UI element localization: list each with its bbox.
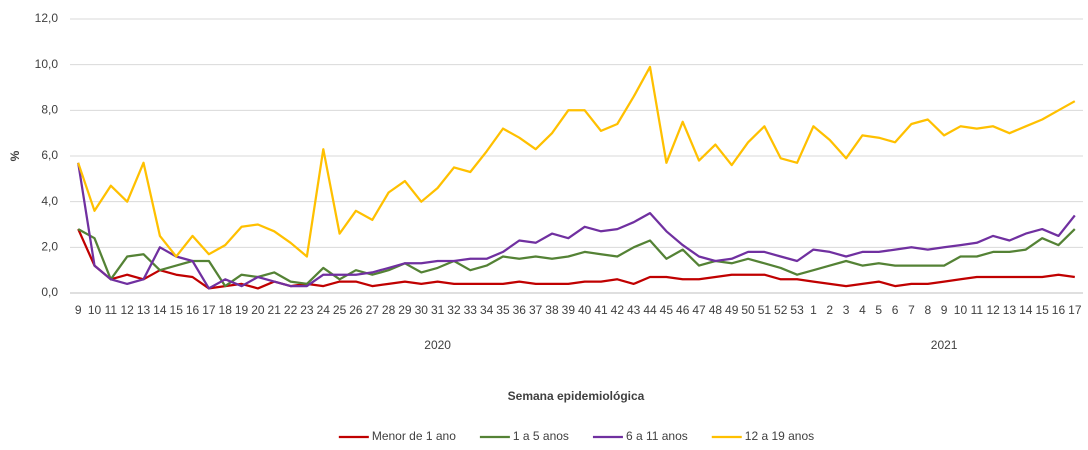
y-tick-label: 4,0: [41, 194, 58, 208]
x-tick-label: 9: [75, 303, 82, 317]
x-tick-label: 1: [810, 303, 817, 317]
x-tick-label: 37: [529, 303, 543, 317]
y-tick-label: 6,0: [41, 148, 58, 162]
x-tick-label: 17: [1068, 303, 1082, 317]
x-tick-label: 2: [826, 303, 833, 317]
x-tick-label: 39: [562, 303, 576, 317]
x-tick-label: 45: [660, 303, 674, 317]
x-tick-label: 24: [317, 303, 331, 317]
x-tick-label: 12: [986, 303, 1000, 317]
series-line: [77, 65, 1076, 258]
x-tick-label: 9: [941, 303, 948, 317]
x-tick-label: 48: [709, 303, 723, 317]
x-tick-label: 21: [268, 303, 282, 317]
y-tick-label: 8,0: [41, 103, 58, 117]
x-tick-label: 32: [447, 303, 461, 317]
x-tick-label: 11: [971, 303, 984, 317]
x-tick-label: 15: [1035, 303, 1049, 317]
y-tick-label: 0,0: [41, 285, 58, 299]
x-tick-label: 20: [251, 303, 265, 317]
x-tick-label: 11: [105, 303, 118, 317]
x-tick-label: 29: [398, 303, 412, 317]
x-tick-label: 28: [382, 303, 396, 317]
x-tick-label: 49: [725, 303, 739, 317]
x-tick-label: 33: [464, 303, 478, 317]
x-tick-label: 4: [859, 303, 866, 317]
series-line: [77, 228, 1076, 288]
x-tick-label: 13: [1003, 303, 1017, 317]
x-tick-label: 42: [611, 303, 625, 317]
x-tick-label: 18: [219, 303, 233, 317]
series-line: [77, 162, 1076, 290]
x-tick-label: 14: [153, 303, 167, 317]
x-tick-label: 35: [496, 303, 510, 317]
legend-label: 1 a 5 anos: [513, 429, 569, 443]
x-axis-title: Semana epidemiológica: [508, 389, 645, 403]
x-tick-label: 46: [676, 303, 690, 317]
x-tick-label: 40: [578, 303, 592, 317]
x-tick-label: 44: [643, 303, 657, 317]
x-tick-label: 30: [415, 303, 429, 317]
x-tick-label: 47: [692, 303, 706, 317]
x-tick-label: 14: [1019, 303, 1033, 317]
x-group-label: 2020: [424, 338, 451, 352]
x-tick-label: 5: [875, 303, 882, 317]
x-tick-label: 36: [513, 303, 527, 317]
x-tick-label: 25: [333, 303, 347, 317]
x-tick-label: 41: [594, 303, 608, 317]
x-tick-label: 34: [480, 303, 494, 317]
x-tick-label: 16: [1052, 303, 1066, 317]
x-tick-label: 16: [186, 303, 200, 317]
x-tick-label: 15: [170, 303, 184, 317]
x-tick-label: 13: [137, 303, 151, 317]
x-tick-label: 12: [121, 303, 135, 317]
legend-label: Menor de 1 ano: [372, 429, 456, 443]
y-axis-title: %: [8, 150, 22, 161]
x-tick-label: 3: [843, 303, 850, 317]
x-tick-label: 10: [954, 303, 968, 317]
x-tick-label: 53: [790, 303, 804, 317]
x-tick-label: 51: [758, 303, 772, 317]
x-tick-label: 23: [300, 303, 314, 317]
x-tick-label: 38: [545, 303, 559, 317]
legend-label: 12 a 19 anos: [745, 429, 814, 443]
x-tick-label: 17: [202, 303, 216, 317]
x-tick-label: 6: [892, 303, 899, 317]
x-tick-label: 8: [924, 303, 931, 317]
x-tick-label: 43: [627, 303, 641, 317]
y-tick-label: 12,0: [35, 11, 59, 25]
x-tick-label: 19: [235, 303, 249, 317]
y-tick-label: 10,0: [35, 57, 59, 71]
x-tick-label: 52: [774, 303, 788, 317]
y-tick-label: 2,0: [41, 240, 58, 254]
x-tick-label: 31: [431, 303, 445, 317]
x-tick-label: 22: [284, 303, 298, 317]
legend: Menor de 1 ano 1 a 5 anos 6 a 11 anos 12 a …: [338, 429, 814, 443]
legend-label: 6 a 11 anos: [626, 429, 688, 443]
x-tick-label: 7: [908, 303, 915, 317]
x-tick-label: 50: [741, 303, 755, 317]
x-group-label: 2021: [931, 338, 958, 352]
x-tick-label: 26: [349, 303, 363, 317]
x-tick-label: 27: [366, 303, 380, 317]
x-tick-label: 10: [88, 303, 102, 317]
